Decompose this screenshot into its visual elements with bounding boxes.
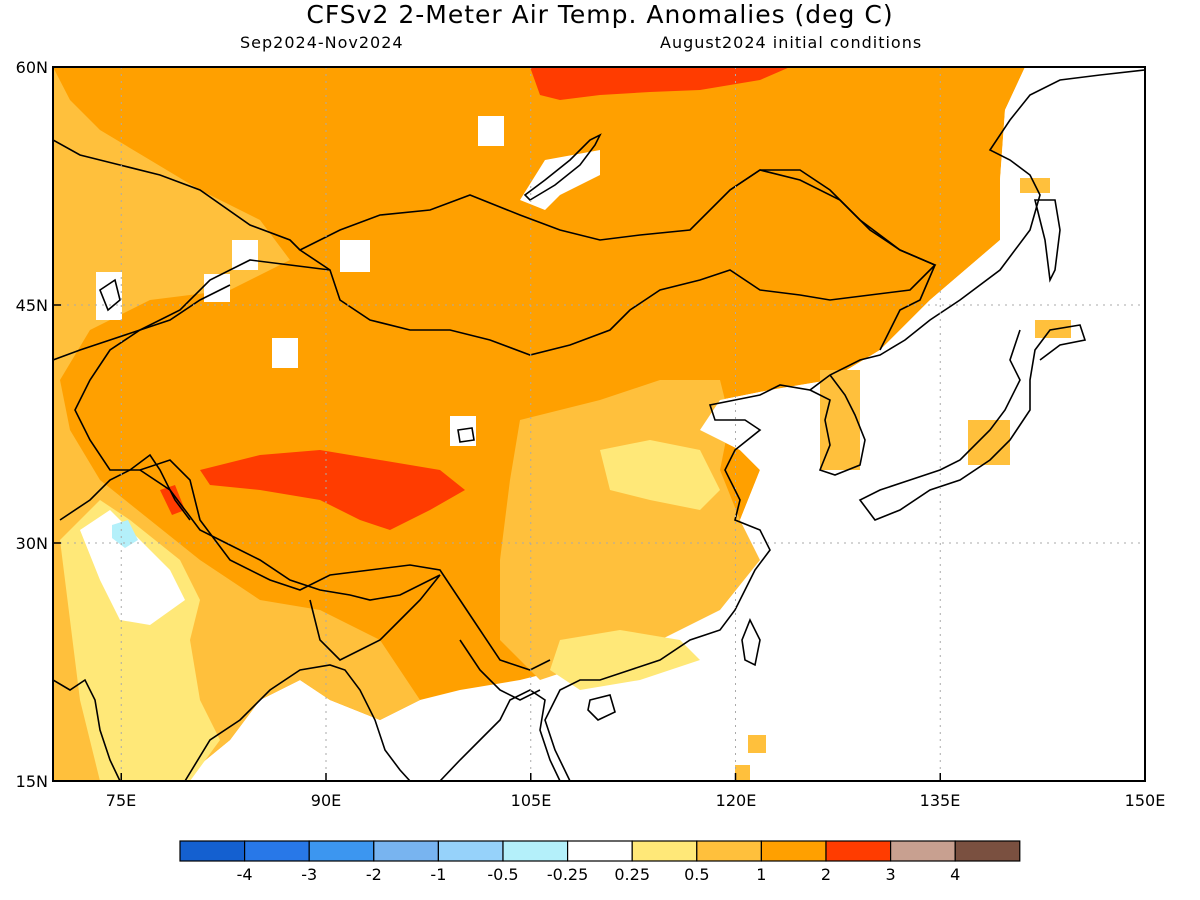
colorbar-swatch xyxy=(954,840,1021,862)
anomaly-region-2-3-tibet xyxy=(200,450,465,530)
colorbar-label: 0.5 xyxy=(684,865,709,884)
masked-cell xyxy=(96,272,122,320)
colorbar-swatch xyxy=(825,840,892,862)
lon-label-90: 90E xyxy=(311,791,341,810)
colorbar-swatch xyxy=(244,840,310,862)
lake-baikal xyxy=(523,133,602,202)
border-mongolia xyxy=(298,169,937,356)
map-title: CFSv2 2-Meter Air Temp. Anomalies (deg C… xyxy=(306,0,894,29)
border-central-asia xyxy=(53,284,231,361)
coastlines xyxy=(53,69,1145,781)
lon-label-75: 75E xyxy=(106,791,136,810)
initial-conditions: August2024 initial conditions xyxy=(660,33,923,52)
coastline-japan xyxy=(858,324,1087,521)
anomaly-field xyxy=(53,67,1145,781)
colorbar-label: 0.25 xyxy=(614,865,650,884)
colorbar-swatch xyxy=(179,840,246,862)
lat-label-60: 60N xyxy=(16,58,48,77)
anomaly-cell-japan-1 xyxy=(968,420,1010,465)
lat-label-15: 15N xyxy=(16,772,48,791)
border-russia-china xyxy=(729,169,937,351)
masked-cell xyxy=(478,116,504,146)
lat-label-30: 30N xyxy=(16,534,48,553)
coastline-sakhalin xyxy=(1033,199,1061,283)
border-laos-vietnam xyxy=(459,639,541,701)
masked-cell xyxy=(272,338,298,368)
coastline-indochina xyxy=(439,689,561,781)
lon-label-120: 120E xyxy=(716,791,757,810)
lake-qinghai xyxy=(457,427,475,443)
colorbar-swatch xyxy=(760,840,827,862)
coastline-hainan xyxy=(587,694,616,721)
colorbar-label: 1 xyxy=(756,865,766,884)
lake-balkhash xyxy=(99,278,121,312)
colorbar-swatch xyxy=(631,840,698,862)
anomaly-cell-east-coast xyxy=(735,765,750,781)
ocean-mask xyxy=(700,67,1145,781)
colorbar-label: -1 xyxy=(430,865,446,884)
colorbar-swatch xyxy=(373,840,439,862)
coastline-taiwan xyxy=(741,618,761,667)
anomaly-cell-taiwan xyxy=(748,735,766,753)
anomaly-region-near-zero xyxy=(80,510,185,625)
colorbar-label: 2 xyxy=(821,865,831,884)
masked-cell xyxy=(232,240,258,270)
graticule xyxy=(53,67,1145,781)
map-frame xyxy=(52,66,1146,782)
colorbar-label: 3 xyxy=(886,865,896,884)
coastline-east-asia xyxy=(544,69,1145,781)
anomaly-region-0.25-0.5-south xyxy=(550,630,700,690)
lon-label-135: 135E xyxy=(920,791,961,810)
colorbar-swatch xyxy=(502,840,569,862)
colorbar-label: 4 xyxy=(950,865,960,884)
colorbar-label: -2 xyxy=(366,865,382,884)
colorbar-label: -3 xyxy=(301,865,317,884)
coastline-india xyxy=(53,678,121,781)
anomaly-region-2-3-siberia xyxy=(530,67,790,100)
colorbar-swatch xyxy=(889,840,956,862)
lon-label-150: 150E xyxy=(1125,791,1166,810)
forecast-period: Sep2024-Nov2024 xyxy=(240,33,404,52)
masked-cell xyxy=(204,274,230,302)
colorbar-swatch xyxy=(566,840,633,862)
anomaly-region-negative xyxy=(112,520,138,548)
colorbar-swatch xyxy=(437,840,504,862)
anomaly-region-0.25-0.5-east xyxy=(600,440,720,510)
colorbar-label: -4 xyxy=(237,865,253,884)
border-kazakhstan xyxy=(53,139,301,251)
border-himalaya xyxy=(139,469,441,601)
colorbar: -4 -3 -2 -1 -0.5 -0.25 0.25 0.5 1 2 3 4 xyxy=(179,840,1021,884)
anomaly-region-2-3-kashmir xyxy=(160,485,185,515)
axis-ticks xyxy=(53,304,941,781)
lon-label-105: 105E xyxy=(511,791,552,810)
border-myanmar xyxy=(309,574,441,661)
border-china-west xyxy=(74,259,551,671)
colorbar-label: -0.5 xyxy=(487,865,518,884)
coastline-korea xyxy=(809,374,866,476)
colorbar-label: -0.25 xyxy=(547,865,588,884)
border-india-north xyxy=(59,453,191,521)
colorbar-swatch xyxy=(308,840,375,862)
coastline-bay-of-bengal xyxy=(184,664,411,781)
lat-label-45: 45N xyxy=(16,296,48,315)
masked-cell xyxy=(340,240,370,272)
colorbar-swatch xyxy=(696,840,762,862)
